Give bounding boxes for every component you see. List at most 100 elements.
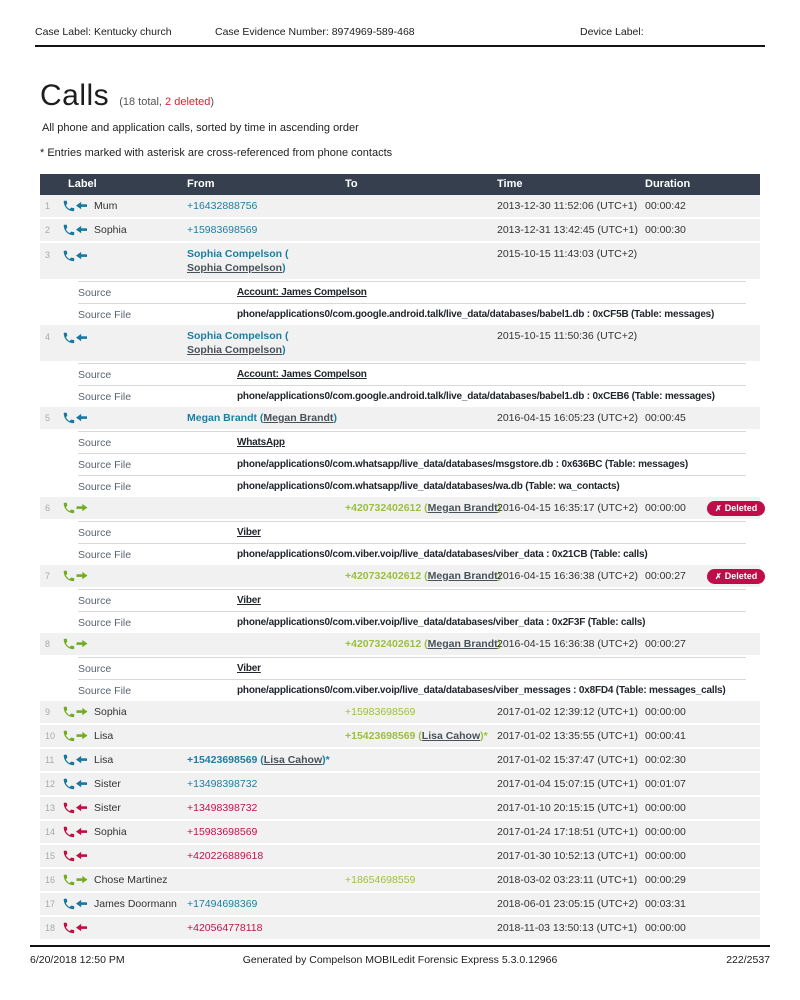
contact-link[interactable]: Lisa Cahow: [263, 754, 323, 766]
contact-link[interactable]: Sophia Compelson: [187, 344, 283, 356]
call-time: 2015-10-15 11:43:03 (UTC+2): [497, 248, 638, 260]
phone-number: +17494698369: [187, 898, 258, 910]
phone-number-suffix: ): [497, 638, 502, 650]
device-label: Device Label:: [580, 26, 644, 38]
call-label: Sophia: [94, 706, 127, 718]
detail-value[interactable]: Viber: [237, 527, 261, 538]
call-to: +15983698569: [345, 705, 497, 719]
detail-value[interactable]: WhatsApp: [237, 437, 285, 448]
row-number: 18: [45, 923, 56, 933]
call-time: 2018-03-02 03:23:11 (UTC+1): [497, 874, 638, 886]
incoming-call-icon: [63, 332, 87, 344]
column-header-time: Time: [497, 178, 523, 190]
missed-call-icon: [63, 850, 87, 862]
call-time: 2015-10-15 11:50:36 (UTC+2): [497, 330, 638, 342]
contact-link[interactable]: Megan Brandt: [427, 638, 498, 650]
detail-row: Source File phone/applications0/com.googl…: [78, 303, 746, 325]
phone-number: Sophia Compelson (: [187, 330, 289, 342]
call-time: 2017-01-24 17:18:51 (UTC+1): [497, 826, 638, 838]
detail-label: Source: [78, 526, 112, 539]
contact-link[interactable]: Megan Brandt: [427, 502, 498, 514]
call-direction: [62, 411, 94, 425]
detail-row: Source File phone/applications0/com.viber…: [78, 543, 746, 565]
phone-number-suffix: ): [282, 262, 286, 274]
call-from: Sophia Compelson ( Sophia Compelson): [187, 329, 345, 357]
deleted-badge: ✗ Deleted: [707, 568, 766, 584]
contact-link[interactable]: Megan Brandt: [427, 570, 498, 582]
row-number: 6: [45, 503, 51, 513]
call-time: 2013-12-30 11:52:06 (UTC+1): [497, 200, 638, 212]
call-direction: [62, 897, 94, 911]
row-number: 2: [45, 225, 51, 235]
call-duration: 00:00:00: [645, 802, 686, 814]
row-number: 14: [45, 827, 56, 837]
detail-value: phone/applications0/com.viber.voip/live_…: [237, 549, 648, 560]
row-number: 12: [45, 779, 56, 789]
x-icon: ✗: [715, 571, 722, 581]
phone-number: +420564778118: [187, 922, 263, 934]
call-party: Sophia Compelson (Sophia Compelson): [187, 248, 289, 274]
phone-number: +420732402612 (: [345, 502, 428, 514]
detail-value[interactable]: Account: James Compelson: [237, 369, 367, 380]
detail-label: Source File: [78, 390, 132, 403]
call-direction: [62, 777, 94, 791]
outgoing-call-icon: [63, 570, 88, 582]
call-party: +13498398732: [187, 778, 257, 790]
outgoing-call-icon: [63, 874, 88, 886]
detail-value[interactable]: Viber: [237, 595, 261, 606]
row-number: 13: [45, 803, 56, 813]
row-number: 17: [45, 899, 56, 909]
call-duration: 00:01:07: [645, 778, 686, 790]
call-party: +15423698569 (Lisa Cahow)*: [187, 754, 330, 766]
call-direction: [62, 825, 94, 839]
call-from: Megan Brandt (Megan Brandt): [187, 411, 345, 425]
row-number: 3: [45, 250, 51, 260]
call-row: 15 +420226889618 2017-01-30 10:52:13 (UTC+…: [40, 845, 760, 869]
call-direction: [62, 801, 94, 815]
call-row: 18 +420564778118 2018-11-03 13:50:13 (UTC+…: [40, 917, 760, 941]
detail-value[interactable]: Viber: [237, 663, 261, 674]
call-time: 2018-06-01 23:05:15 (UTC+2): [497, 898, 638, 910]
phone-number: +420732402612 (: [345, 570, 428, 582]
call-row: 6 +420732402612 (Megan Brandt) 2016-04-15 …: [40, 497, 766, 521]
phone-number-suffix: ): [282, 344, 286, 356]
missed-call-icon: [63, 922, 87, 934]
incoming-call-icon: [63, 754, 87, 766]
contact-link[interactable]: Sophia Compelson: [187, 262, 283, 274]
detail-label: Source File: [78, 548, 132, 561]
detail-value: phone/applications0/com.google.android.t…: [237, 391, 715, 402]
footer-date: 6/20/2018 12:50 PM: [30, 954, 125, 966]
contact-link[interactable]: Megan Brandt: [263, 412, 334, 424]
call-row: 10 Lisa +15423698569 (Lisa Cahow)* 2017-01-…: [40, 725, 760, 749]
detail-row: Source Viber: [78, 521, 746, 543]
call-duration: 00:02:30: [645, 754, 686, 766]
call-row: 13 Sister +13498398732 2017-01-10 20:15:15 …: [40, 797, 760, 821]
calls-table-body: 1 Mum +16432888756 2013-12-30 11:52:06 (UTC…: [40, 195, 766, 941]
call-time: 2016-04-15 16:35:17 (UTC+2): [497, 502, 638, 514]
call-from: +420226889618: [187, 849, 345, 863]
detail-label: Source: [78, 594, 112, 607]
call-from: +16432888756: [187, 199, 345, 213]
call-to: +420732402612 (Megan Brandt): [345, 569, 501, 583]
detail-label: Source File: [78, 616, 132, 629]
call-time: 2017-01-02 15:37:47 (UTC+1): [497, 754, 638, 766]
call-label: Sister: [94, 802, 121, 814]
call-duration: 00:03:31: [645, 898, 686, 910]
detail-value[interactable]: Account: James Compelson: [237, 287, 367, 298]
detail-row: Source File phone/applications0/com.whats…: [78, 475, 746, 497]
calls-table: Label From To Time Duration 1 Mum +1643288…: [40, 174, 766, 941]
contact-link[interactable]: Lisa Cahow: [421, 730, 481, 742]
call-duration: 00:00:29: [645, 874, 686, 886]
call-from: +13498398732: [187, 801, 345, 815]
call-row: 3 Sophia Compelson (Sophia Compelson) 2015…: [40, 243, 760, 281]
detail-label: Source: [78, 368, 112, 381]
call-label: Lisa: [94, 730, 114, 742]
detail-value: phone/applications0/com.viber.voip/live_…: [237, 617, 646, 628]
phone-number: Megan Brandt (: [187, 412, 264, 424]
badge-cell: ✗ Deleted: [707, 568, 771, 584]
call-direction: [62, 753, 94, 767]
call-from: +420564778118: [187, 921, 345, 935]
call-duration: 00:00:27: [645, 638, 686, 650]
call-row: 2 Sophia +15983698569 2013-12-31 13:42:45 (…: [40, 219, 760, 243]
